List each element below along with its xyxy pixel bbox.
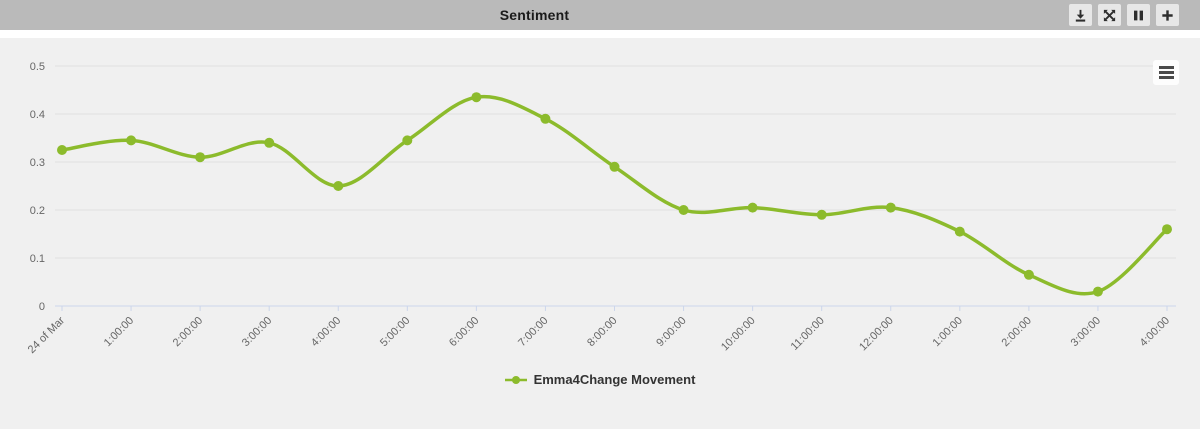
data-point-marker[interactable] xyxy=(954,226,965,237)
x-tick-label: 10:00:00 xyxy=(719,315,758,354)
add-button[interactable] xyxy=(1156,4,1179,26)
sentiment-line-chart: 0 0.1 0.2 0.3 0.4 0.5 24 of Mar 1:00:00 2:00:00 3… xyxy=(26,61,1176,356)
hamburger-menu-icon xyxy=(1158,66,1174,79)
y-tick-label: 0.1 xyxy=(30,253,45,265)
expand-button[interactable] xyxy=(1098,4,1121,26)
x-axis-labels: 24 of Mar 1:00:00 2:00:00 3:00:00 4:00:00 5:0… xyxy=(26,314,1172,356)
data-point-marker[interactable] xyxy=(678,205,689,215)
x-tick-label: 3:00:00 xyxy=(240,315,274,349)
x-tick-label: 2:00:00 xyxy=(1000,315,1034,349)
x-tick-label: 1:00:00 xyxy=(102,315,136,349)
header-toolbar xyxy=(1069,4,1200,26)
download-icon xyxy=(1075,9,1086,22)
data-point-marker[interactable] xyxy=(471,92,482,103)
data-point-marker[interactable] xyxy=(816,209,827,220)
chart-legend[interactable]: Emma4Change Movement xyxy=(0,372,1200,387)
data-point-marker[interactable] xyxy=(1162,224,1172,235)
data-point-marker[interactable] xyxy=(540,113,551,124)
series-markers xyxy=(57,92,1172,297)
y-tick-label: 0.4 xyxy=(30,109,45,121)
y-tick-label: 0.5 xyxy=(30,61,45,73)
y-tick-label: 0 xyxy=(39,301,45,313)
plus-icon xyxy=(1162,9,1173,21)
x-tick-label: 5:00:00 xyxy=(378,315,412,349)
x-tick-label: 24 of Mar xyxy=(26,314,68,356)
download-button[interactable] xyxy=(1069,4,1092,26)
x-axis xyxy=(55,305,1176,311)
x-tick-label: 2:00:00 xyxy=(171,315,205,349)
x-tick-label: 1:00:00 xyxy=(930,315,964,349)
data-point-marker[interactable] xyxy=(885,202,896,213)
pause-button[interactable] xyxy=(1127,4,1150,26)
data-point-marker[interactable] xyxy=(195,152,206,163)
x-tick-label: 11:00:00 xyxy=(789,315,827,353)
chart-context-menu-button[interactable] xyxy=(1153,60,1179,85)
legend-line-marker-icon xyxy=(504,375,527,384)
data-point-marker[interactable] xyxy=(402,135,413,146)
y-tick-label: 0.2 xyxy=(30,205,45,217)
chart-container: 0 0.1 0.2 0.3 0.4 0.5 24 of Mar 1:00:00 2:00:00 3… xyxy=(0,38,1200,429)
x-tick-label: 12:00:00 xyxy=(857,315,896,354)
data-point-marker[interactable] xyxy=(747,202,758,213)
x-tick-label: 4:00:00 xyxy=(1138,315,1172,349)
data-point-marker[interactable] xyxy=(333,181,344,191)
x-tick-label: 4:00:00 xyxy=(309,315,343,349)
data-point-marker[interactable] xyxy=(1092,286,1103,297)
y-tick-label: 0.3 xyxy=(30,157,45,169)
data-point-marker[interactable] xyxy=(609,161,620,172)
x-tick-label: 8:00:00 xyxy=(585,315,619,349)
pause-icon xyxy=(1134,10,1143,20)
legend-series-label: Emma4Change Movement xyxy=(533,372,696,387)
data-point-marker[interactable] xyxy=(1023,269,1034,280)
widget-title: Sentiment xyxy=(499,7,570,23)
x-tick-label: 9:00:00 xyxy=(654,315,688,349)
y-axis-labels: 0 0.1 0.2 0.3 0.4 0.5 xyxy=(30,61,45,313)
widget-header: Sentiment xyxy=(0,0,1200,30)
series-line xyxy=(60,94,1169,296)
data-point-marker[interactable] xyxy=(264,137,275,148)
expand-icon xyxy=(1103,9,1116,21)
x-tick-label: 7:00:00 xyxy=(516,315,550,349)
x-tick-label: 6:00:00 xyxy=(447,315,481,349)
x-tick-label: 3:00:00 xyxy=(1069,315,1103,349)
data-point-marker[interactable] xyxy=(126,135,137,146)
data-point-marker[interactable] xyxy=(57,145,67,155)
